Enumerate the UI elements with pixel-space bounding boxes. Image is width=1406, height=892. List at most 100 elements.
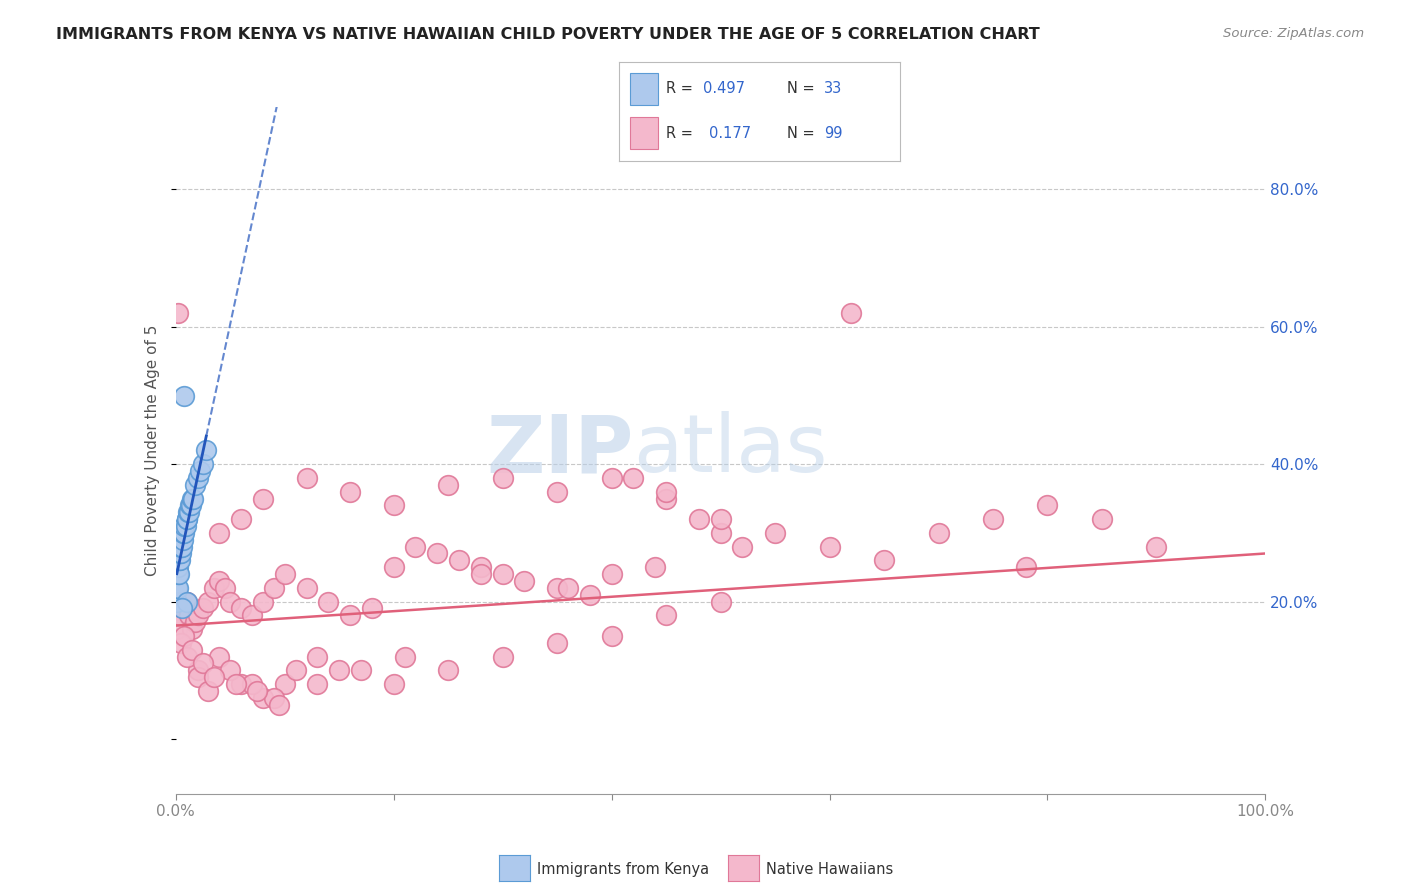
Point: [655, 484, 678, 499]
Point: [166, 594, 188, 608]
Point: [186, 471, 209, 485]
Point: [1091, 512, 1114, 526]
Text: 0.497: 0.497: [703, 81, 745, 96]
Point: [167, 306, 190, 320]
Point: [172, 601, 194, 615]
Point: [169, 553, 191, 567]
Point: [269, 698, 291, 712]
Point: [621, 471, 644, 485]
Point: [284, 663, 307, 677]
Point: [263, 690, 285, 705]
Point: [841, 306, 863, 320]
Point: [167, 567, 190, 582]
Point: [600, 629, 623, 643]
Point: [167, 608, 190, 623]
Text: ZIP: ZIP: [486, 411, 633, 490]
Text: 33: 33: [824, 81, 842, 96]
Point: [170, 546, 193, 561]
Point: [307, 677, 329, 691]
Point: [191, 601, 214, 615]
Point: [179, 499, 201, 513]
Point: [405, 540, 427, 554]
Point: [295, 581, 318, 595]
Point: [181, 622, 204, 636]
Point: [186, 670, 209, 684]
Point: [492, 649, 515, 664]
Point: [318, 594, 340, 608]
Point: [166, 622, 188, 636]
Point: [180, 499, 202, 513]
Point: [186, 663, 209, 677]
Point: [214, 581, 236, 595]
Text: IMMIGRANTS FROM KENYA VS NATIVE HAWAIIAN CHILD POVERTY UNDER THE AGE OF 5 CORREL: IMMIGRANTS FROM KENYA VS NATIVE HAWAIIAN…: [56, 27, 1040, 42]
Point: [763, 525, 786, 540]
Point: [208, 649, 231, 664]
Point: [252, 491, 274, 506]
Point: [231, 512, 253, 526]
Point: [246, 683, 269, 698]
Point: [1036, 499, 1059, 513]
Point: [181, 642, 204, 657]
Point: [170, 540, 193, 554]
Point: [172, 525, 194, 540]
Point: [360, 601, 382, 615]
Point: [172, 601, 194, 615]
Point: [546, 636, 568, 650]
Point: [731, 540, 754, 554]
Point: [339, 484, 361, 499]
Point: [688, 512, 710, 526]
Bar: [630, 118, 658, 149]
Point: [644, 560, 666, 574]
Point: [170, 594, 193, 608]
Point: [546, 581, 568, 595]
Point: [208, 525, 231, 540]
Point: [382, 499, 405, 513]
Point: [176, 594, 198, 608]
Point: [981, 512, 1004, 526]
Point: [240, 608, 263, 623]
Point: [557, 581, 579, 595]
Point: [177, 505, 200, 519]
Point: [350, 663, 373, 677]
Point: [172, 533, 194, 547]
Point: [176, 649, 198, 664]
Point: [928, 525, 950, 540]
Point: [184, 615, 207, 630]
Point: [1015, 560, 1038, 574]
Point: [655, 608, 678, 623]
Point: [710, 512, 733, 526]
Point: [225, 677, 247, 691]
Point: [513, 574, 536, 588]
Point: [437, 663, 460, 677]
Point: [219, 594, 242, 608]
Point: [426, 546, 449, 561]
Text: R =: R =: [666, 81, 697, 96]
Point: [382, 560, 405, 574]
Point: [252, 594, 274, 608]
Point: [174, 519, 197, 533]
Point: [167, 553, 190, 567]
Point: [197, 683, 219, 698]
Point: [579, 588, 602, 602]
Point: [307, 649, 329, 664]
Point: [219, 663, 242, 677]
Text: N =: N =: [787, 81, 820, 96]
Point: [167, 560, 190, 574]
Point: [176, 512, 198, 526]
Point: [176, 594, 198, 608]
Point: [177, 608, 200, 623]
Text: atlas: atlas: [633, 411, 828, 490]
Point: [167, 608, 190, 623]
Point: [274, 677, 297, 691]
Point: [240, 677, 263, 691]
Point: [710, 594, 733, 608]
Point: [197, 594, 219, 608]
Text: R =: R =: [666, 126, 703, 141]
Point: [437, 478, 460, 492]
Point: [191, 457, 214, 471]
Point: [181, 491, 204, 506]
Point: [202, 581, 225, 595]
Point: [169, 546, 191, 561]
Point: [195, 443, 218, 458]
Point: [394, 649, 416, 664]
